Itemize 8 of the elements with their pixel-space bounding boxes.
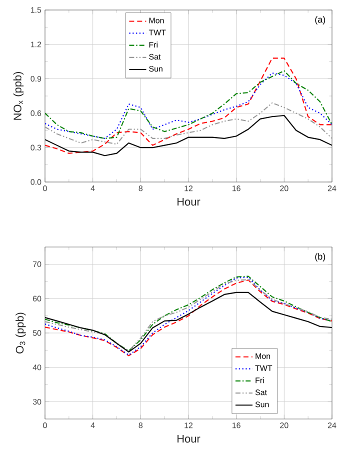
annotation: (a) — [315, 16, 326, 24]
annotation: (b) — [315, 253, 326, 262]
y-axis-title: O$_{3}$ (ppb) — [16, 312, 26, 354]
line-series — [45, 102, 332, 145]
x-axis-title: Hour — [178, 435, 200, 443]
x-axis-title: Hour — [178, 198, 200, 206]
line-series — [45, 292, 332, 352]
y-axis-title: NO$_{x}$ (ppb) — [13, 72, 24, 120]
